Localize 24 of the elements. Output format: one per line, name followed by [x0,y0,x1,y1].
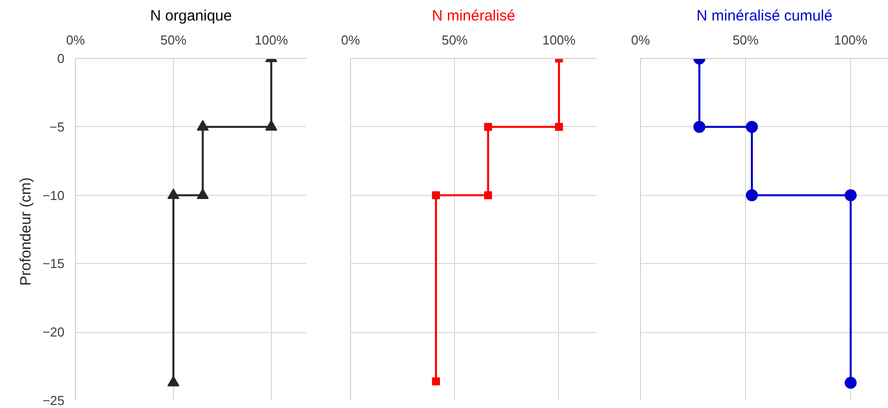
x-tick-label: 0% [631,32,650,48]
point [167,376,180,386]
x-tick-label: 50% [160,32,187,48]
x-tick-label: 100% [542,32,576,48]
y-tick-label: −5 [50,119,65,134]
chart-title: N minéralisé cumulé [696,8,832,24]
y-tick-label: −10 [42,188,65,203]
point [167,188,180,199]
y-tick-label: −20 [42,324,65,340]
x-tick-label: 50% [732,32,760,48]
x-tick-label: 0% [66,32,86,48]
point [196,188,209,199]
y-axis-title: Profondeur (cm) [17,177,34,286]
x-tick-label: 50% [442,32,468,48]
x-tick-label: 100% [834,32,868,48]
x-tick-label: 0% [341,32,360,48]
y-tick-label: 0 [57,51,65,66]
point [265,120,278,131]
point [196,120,209,131]
chart-title: N organique [150,8,232,24]
y-tick-label: −15 [42,256,65,272]
y-tick-label: −25 [42,393,65,408]
chart-title: N minéralisé [432,8,516,24]
x-tick-label: 100% [254,32,288,48]
